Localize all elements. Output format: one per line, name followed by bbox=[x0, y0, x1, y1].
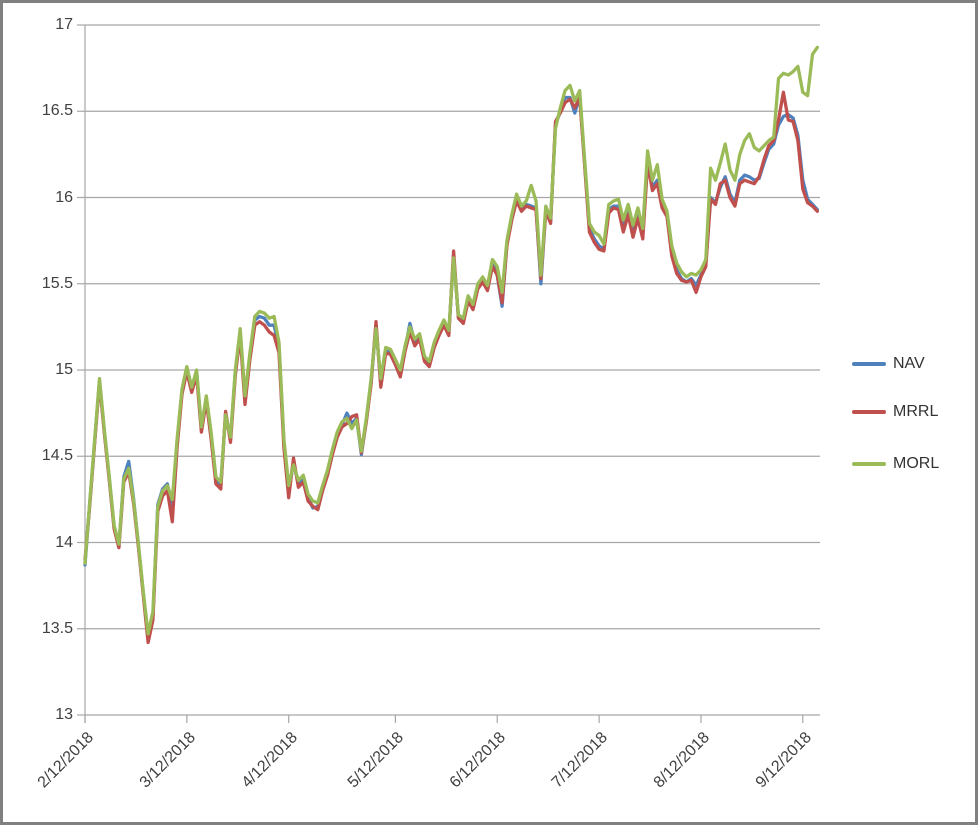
legend-label-nav: NAV bbox=[893, 355, 925, 372]
y-tick-label: 15.5 bbox=[41, 274, 73, 292]
legend-label-mrrl: MRRL bbox=[893, 403, 939, 420]
series-line-mrrl[interactable] bbox=[83, 90, 819, 645]
y-tick-label: 17 bbox=[55, 16, 73, 33]
legend-item-morl[interactable]: MORL bbox=[852, 453, 939, 475]
mrrl-line-swatch bbox=[852, 409, 886, 415]
series-line-morl[interactable] bbox=[83, 45, 819, 636]
y-tick-label: 14.5 bbox=[41, 447, 73, 465]
y-tick-label: 16.5 bbox=[41, 102, 73, 120]
y-tick-label: 13.5 bbox=[41, 619, 73, 637]
legend-item-nav[interactable]: NAV bbox=[852, 353, 925, 375]
legend-label-morl: MORL bbox=[893, 455, 940, 472]
series-line-nav[interactable] bbox=[83, 94, 819, 641]
y-tick-label: 16 bbox=[55, 188, 73, 206]
y-tick-label: 14 bbox=[55, 533, 73, 551]
legend-item-mrrl[interactable]: MRRL bbox=[852, 401, 938, 423]
y-tick-label: 13 bbox=[55, 706, 73, 723]
plot-area bbox=[77, 24, 820, 723]
nav-line-swatch bbox=[852, 361, 886, 367]
morl-line-swatch bbox=[852, 461, 886, 467]
y-tick-label: 15 bbox=[55, 361, 73, 378]
